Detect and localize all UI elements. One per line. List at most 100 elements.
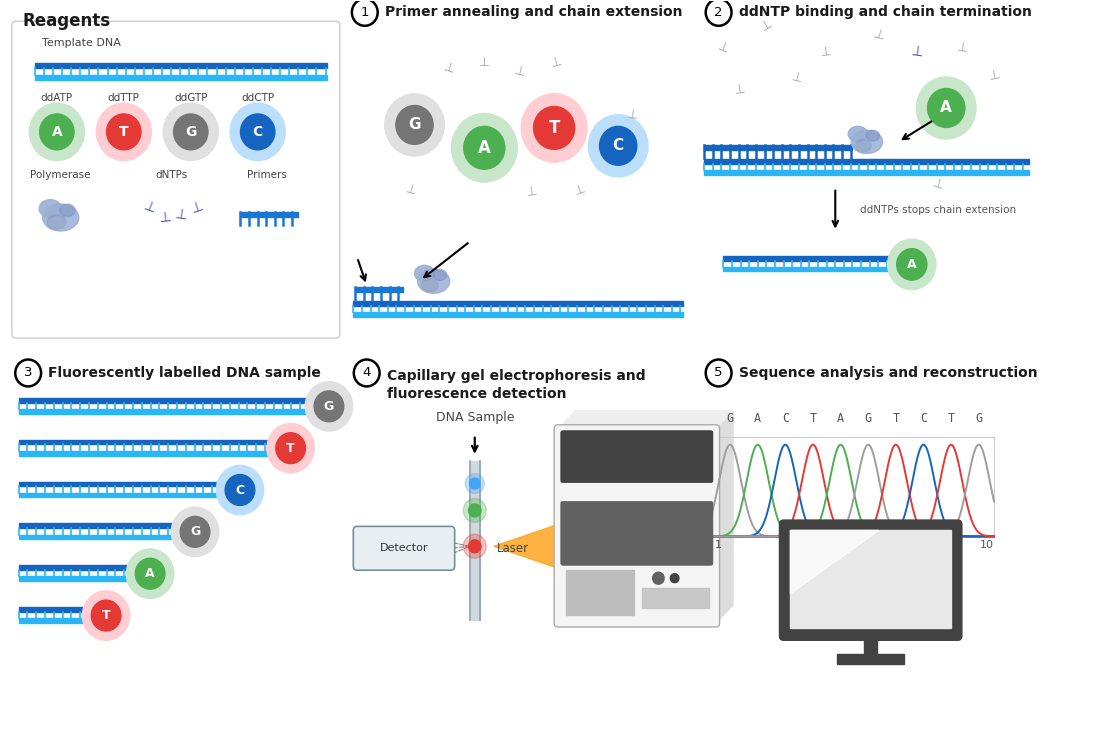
Bar <box>19 482 222 486</box>
Text: G: G <box>324 399 334 413</box>
Bar <box>35 63 326 68</box>
Circle shape <box>267 424 314 473</box>
Circle shape <box>180 516 210 547</box>
FancyBboxPatch shape <box>554 425 719 627</box>
Bar <box>19 577 132 581</box>
Bar <box>837 654 904 664</box>
Ellipse shape <box>47 215 66 229</box>
Text: 2: 2 <box>715 6 722 19</box>
Text: ⊥: ⊥ <box>627 108 639 122</box>
Text: 3: 3 <box>24 367 33 380</box>
Bar <box>35 75 326 80</box>
Text: ⊥: ⊥ <box>733 83 746 97</box>
Text: ⊥: ⊥ <box>573 182 587 198</box>
Polygon shape <box>716 411 733 623</box>
Circle shape <box>917 77 976 139</box>
Text: Primer annealing and chain extension: Primer annealing and chain extension <box>385 5 682 20</box>
Text: A: A <box>478 139 491 157</box>
Bar <box>19 618 88 623</box>
Circle shape <box>126 549 173 599</box>
Text: DNA Sample: DNA Sample <box>436 410 514 424</box>
Circle shape <box>240 114 274 150</box>
Text: ⊥: ⊥ <box>441 61 456 76</box>
Bar <box>724 267 890 271</box>
Circle shape <box>231 104 285 160</box>
Text: Detector: Detector <box>380 543 428 553</box>
Text: C: C <box>235 483 245 496</box>
Text: ⊥: ⊥ <box>513 65 526 79</box>
Text: Template DNA: Template DNA <box>42 38 121 48</box>
Circle shape <box>463 534 486 558</box>
Polygon shape <box>558 411 733 429</box>
Text: T: T <box>548 119 560 137</box>
Text: ddTTP: ddTTP <box>108 93 139 103</box>
Bar <box>19 409 311 414</box>
Circle shape <box>97 104 152 160</box>
Text: ⊥: ⊥ <box>142 199 158 217</box>
Text: T: T <box>948 413 954 425</box>
Bar <box>470 461 480 620</box>
Text: C: C <box>613 139 624 153</box>
Bar <box>864 634 877 658</box>
Text: T: T <box>809 413 817 425</box>
Text: 1: 1 <box>715 540 722 550</box>
Bar <box>354 312 683 317</box>
Bar <box>704 145 852 150</box>
Ellipse shape <box>43 204 79 231</box>
Ellipse shape <box>851 130 883 154</box>
Circle shape <box>897 249 927 280</box>
Text: T: T <box>287 442 295 455</box>
Circle shape <box>522 93 587 162</box>
Text: C: C <box>920 413 927 425</box>
Text: 4: 4 <box>362 367 371 380</box>
Circle shape <box>396 106 433 144</box>
Bar <box>19 398 311 402</box>
Bar <box>354 301 683 306</box>
Text: A: A <box>837 413 844 425</box>
Circle shape <box>216 465 264 515</box>
Text: ⊥: ⊥ <box>820 45 831 59</box>
Text: ⊥: ⊥ <box>159 210 172 225</box>
Bar <box>724 257 890 261</box>
Text: dNTPs: dNTPs <box>156 170 188 180</box>
Circle shape <box>466 474 484 494</box>
Text: ⊥: ⊥ <box>872 28 886 43</box>
Text: G: G <box>727 413 733 425</box>
Circle shape <box>469 540 481 553</box>
Ellipse shape <box>415 265 435 281</box>
Text: Fluorescently labelled DNA sample: Fluorescently labelled DNA sample <box>48 366 321 380</box>
Text: G: G <box>190 526 200 538</box>
Text: A: A <box>754 413 761 425</box>
FancyBboxPatch shape <box>561 502 713 565</box>
Circle shape <box>600 126 637 165</box>
Circle shape <box>305 382 352 431</box>
Circle shape <box>534 106 574 149</box>
Bar <box>356 287 403 292</box>
Text: ddNTP binding and chain termination: ddNTP binding and chain termination <box>739 5 1032 20</box>
Circle shape <box>135 558 165 589</box>
Text: T: T <box>119 125 128 139</box>
Text: Sequence analysis and reconstruction: Sequence analysis and reconstruction <box>739 366 1038 380</box>
Bar <box>712 437 994 537</box>
Text: ⊥: ⊥ <box>526 184 538 199</box>
Text: T: T <box>893 413 899 425</box>
Ellipse shape <box>40 200 61 217</box>
Ellipse shape <box>848 126 867 142</box>
Text: 10: 10 <box>979 540 994 550</box>
Bar <box>704 170 1030 175</box>
Circle shape <box>670 574 679 582</box>
Text: G: G <box>864 413 872 425</box>
Circle shape <box>225 475 255 505</box>
Text: C: C <box>253 125 262 139</box>
Text: Reagents: Reagents <box>22 12 111 31</box>
Text: G: G <box>975 413 983 425</box>
Bar <box>704 159 1030 164</box>
Text: ⊥: ⊥ <box>404 182 417 198</box>
Circle shape <box>40 114 74 150</box>
Bar <box>642 588 709 608</box>
Bar <box>565 570 635 615</box>
FancyBboxPatch shape <box>354 526 455 570</box>
Text: C: C <box>782 413 788 425</box>
Circle shape <box>887 239 935 289</box>
Text: ⊥: ⊥ <box>549 55 563 70</box>
